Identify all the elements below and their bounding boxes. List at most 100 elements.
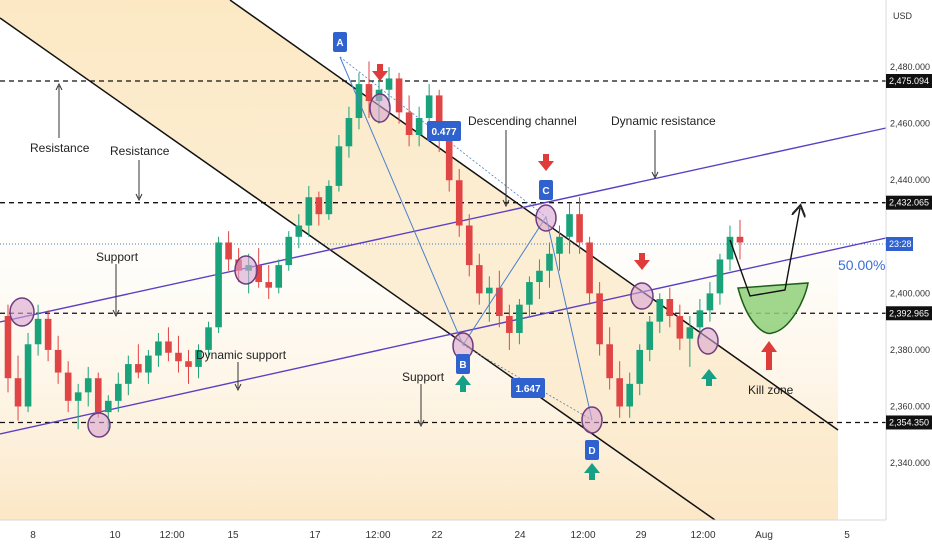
candle-body [114,383,122,401]
y-tick-label: 2,480.000 [890,62,930,72]
candle-body [616,378,623,407]
ratio-badge-label: 0.477 [431,127,456,138]
candle-body [345,118,353,147]
candle-body [74,392,82,401]
touch-circle [87,412,111,438]
candles [4,61,744,430]
y-tick-label: 2,360.000 [890,401,930,411]
y-tick-label: 2,400.000 [890,288,930,298]
annotation-dynamic-support: Dynamic support [196,348,287,362]
candle-body [84,378,92,393]
candle-body [295,225,303,237]
candle-body [566,214,573,237]
candle-body [516,304,523,333]
x-tick-label: 5 [844,530,850,541]
x-tick-label: Aug [755,530,773,541]
y-tick-label: 2,380.000 [890,345,930,355]
candle-body [496,287,503,316]
candle-body [736,236,744,243]
level-label: 2,432.065 [889,198,929,208]
red-down-arrow-icon [538,154,554,171]
current-price-badge [886,237,913,251]
annotation-resistance-2: Resistance [110,144,170,158]
point-badge-c: C [542,186,549,197]
candle-body [425,95,433,119]
candle-body [135,364,142,373]
candle-body [24,344,32,407]
annotation-support-1: Support [96,250,139,264]
abcd-pattern-line [339,56,593,421]
candle-body [195,349,202,367]
candle-body [646,321,654,350]
candle-body [225,242,232,260]
x-tick-label: 29 [635,530,647,541]
candle-body [4,315,12,379]
candle-body [596,293,603,345]
x-tick-label: 24 [514,530,526,541]
green-up-arrow-icon [584,463,600,480]
candle-body [435,95,443,141]
candle-body [556,236,563,254]
candle-body [44,318,52,350]
x-tick-label: 10 [109,530,121,541]
candle-body [365,84,373,102]
red-up-arrow-icon [761,341,777,370]
candle-body [475,265,483,294]
candle-body [155,341,162,356]
bd-ratio-line [462,344,593,421]
annotation-kill-zone: Kill zone [748,383,794,397]
x-tick-label: 22 [431,530,443,541]
x-tick-label: 17 [309,530,321,541]
x-tick-label: 12:00 [365,530,390,541]
y-ticks: 2,480.000 2,460.000 2,440.000 2,400.000 2,38… [890,62,930,468]
touch-circle [697,327,719,355]
ratio-badge [427,121,461,141]
candle-body [305,197,313,226]
point-badge-b: B [459,360,466,371]
buy-arrows [455,369,717,480]
candle-body [636,349,644,384]
candle-body [64,372,72,401]
annotation-resistance-1: Resistance [30,141,90,155]
candle-body [385,78,393,90]
candle-body [526,282,533,305]
candle-body [455,180,463,226]
candle-body [175,352,182,362]
red-down-arrow-icon [634,253,650,270]
candle-body [536,270,543,283]
x-tick-label: 12:00 [570,530,595,541]
candle-body [255,265,262,283]
channel-upper-line [229,0,839,431]
level-labels: 2,475.094 2,432.065 2,392.965 2,354.350 [886,74,932,430]
candle-body [666,299,674,316]
touch-markers [9,93,719,438]
touch-circle [234,255,258,285]
level-label: 2,354.350 [889,417,929,427]
touch-circle [581,406,603,434]
green-up-arrow-icon [455,375,471,392]
candle-body [706,293,714,311]
candle-body [486,287,493,294]
point-badge [333,32,347,52]
red-down-arrow-icon [372,64,388,81]
candle-body [145,355,152,373]
channel-lower-line [0,17,716,521]
ac-ratio-line [339,56,547,218]
candle-body [94,378,102,413]
y-tick-label: 2,440.000 [890,175,930,185]
candle-body [445,140,453,181]
touch-circle [369,93,391,123]
projected-path [729,208,800,297]
current-price-label: 23:28 [889,239,912,249]
annotation-support-2: Support [402,370,445,384]
ratio-badge [511,378,545,398]
point-badge [585,440,599,460]
candle-body [676,315,684,339]
candle-body [265,282,273,288]
y-tick-label: 2,340.000 [890,458,930,468]
touch-circle [9,297,35,327]
candle-body [546,253,553,271]
level-badge [886,415,932,430]
time-scale [0,520,932,550]
